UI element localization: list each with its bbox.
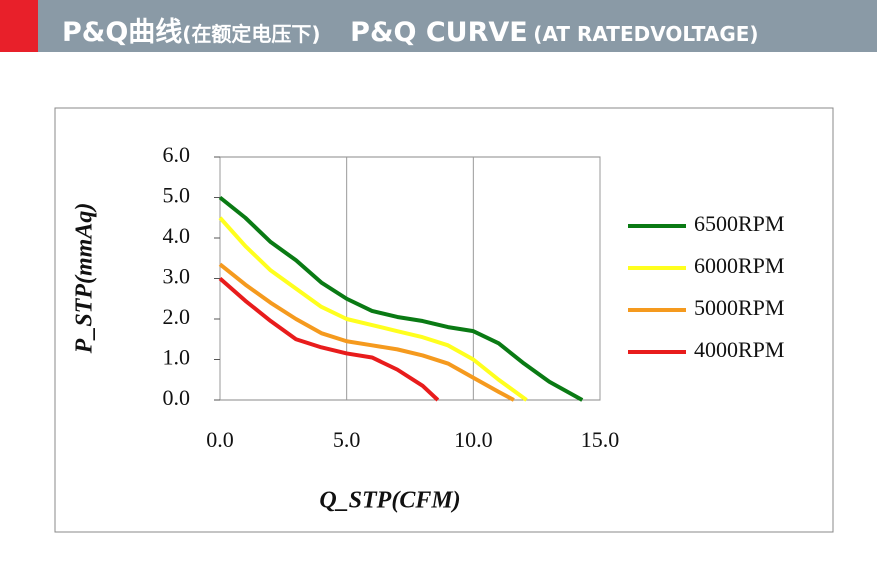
legend-label: 6000RPM xyxy=(694,253,784,278)
y-tick-label: 2.0 xyxy=(163,304,191,329)
y-tick-label: 4.0 xyxy=(163,223,191,248)
title-cn: P&Q曲线 xyxy=(62,17,183,48)
title-en-note: (AT RATEDVOLTAGE) xyxy=(533,22,759,46)
header-accent xyxy=(0,0,38,52)
legend-label: 4000RPM xyxy=(694,337,784,362)
header-title: P&Q曲线(在额定电压下) P&Q CURVE (AT RATEDVOLTAGE… xyxy=(62,10,759,49)
series-line xyxy=(218,216,528,402)
legend-label: 6500RPM xyxy=(694,211,784,236)
header-bar xyxy=(0,0,877,52)
series-line xyxy=(218,276,440,402)
legend-label: 5000RPM xyxy=(694,295,784,320)
x-axis-label: Q_STP(CFM) xyxy=(319,488,460,514)
y-tick-label: 3.0 xyxy=(163,264,191,289)
plot-area xyxy=(219,156,601,401)
x-tick-label: 5.0 xyxy=(333,427,361,452)
y-tick-label: 6.0 xyxy=(163,142,191,167)
x-tick-label: 15.0 xyxy=(581,427,620,452)
y-tick-label: 5.0 xyxy=(163,183,191,208)
title-en: P&Q CURVE xyxy=(350,17,528,48)
x-tick-label: 10.0 xyxy=(454,427,493,452)
series-line xyxy=(218,262,515,402)
series-line xyxy=(218,195,584,402)
y-tick-label: 0.0 xyxy=(163,385,191,410)
y-tick-label: 1.0 xyxy=(163,345,191,370)
x-tick-label: 0.0 xyxy=(206,427,234,452)
y-axis-label: P_STP(mmAq) xyxy=(72,203,98,355)
title-cn-note: (在额定电压下) xyxy=(182,22,321,46)
